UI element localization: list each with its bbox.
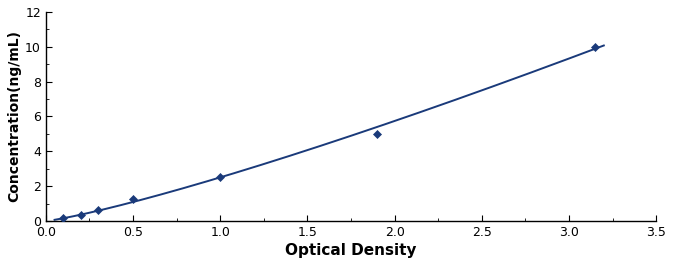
X-axis label: Optical Density: Optical Density (285, 243, 417, 258)
Y-axis label: Concentration(ng/mL): Concentration(ng/mL) (7, 30, 21, 202)
